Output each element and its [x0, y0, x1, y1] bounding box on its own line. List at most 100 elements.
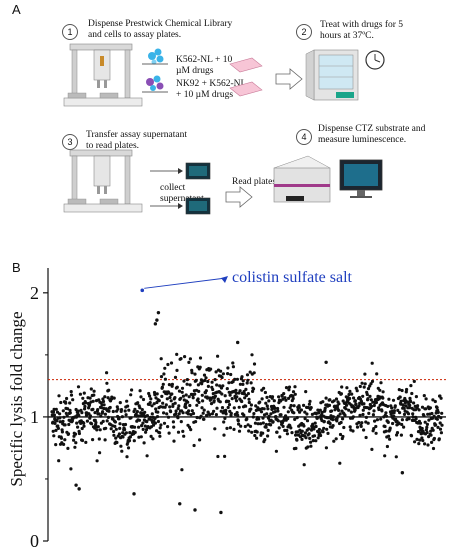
data-point [193, 392, 197, 396]
data-point [366, 421, 370, 425]
data-point [305, 412, 309, 416]
data-point [76, 409, 80, 413]
data-point [231, 365, 235, 369]
data-point [254, 404, 258, 408]
data-point [78, 392, 82, 396]
data-point [431, 446, 436, 451]
data-point [312, 434, 317, 438]
data-point [307, 432, 311, 436]
data-point [58, 420, 62, 424]
data-point [54, 407, 58, 411]
data-point [264, 401, 268, 405]
data-point [80, 438, 85, 443]
data-point [291, 396, 295, 401]
data-point [187, 425, 192, 429]
data-point [325, 427, 329, 431]
data-point [306, 445, 310, 449]
data-point [300, 437, 304, 441]
data-point [363, 382, 367, 386]
data-point [170, 392, 174, 396]
data-point [379, 381, 383, 385]
data-point [179, 396, 183, 400]
data-point [124, 413, 128, 417]
data-point [153, 416, 157, 420]
data-point [139, 395, 143, 399]
data-point [214, 370, 218, 374]
data-point [424, 428, 428, 432]
data-point [417, 442, 421, 446]
data-point [113, 424, 117, 428]
data-point [80, 411, 84, 415]
data-point [368, 394, 372, 398]
data-point [145, 454, 149, 458]
data-point [370, 361, 374, 365]
data-point [392, 409, 396, 413]
data-point [161, 401, 165, 405]
data-point [139, 435, 143, 439]
data-point [422, 414, 426, 418]
data-point [148, 401, 152, 405]
data-point [241, 382, 245, 386]
data-point [77, 413, 81, 418]
data-point [177, 412, 181, 416]
data-point [197, 400, 201, 404]
y-tick-label: 1 [30, 407, 39, 427]
data-point [61, 419, 65, 423]
data-point [60, 430, 64, 434]
data-point [187, 409, 191, 413]
data-point [362, 385, 366, 389]
data-point [102, 403, 106, 407]
data-point [271, 420, 275, 424]
data-point [397, 388, 401, 392]
data-point [220, 375, 224, 380]
data-point [64, 411, 68, 415]
data-point [198, 438, 202, 442]
data-point [123, 422, 128, 427]
data-point [149, 434, 153, 438]
data-point [156, 410, 160, 414]
data-point [173, 396, 177, 400]
panel-b-label: B [12, 260, 21, 275]
data-point [395, 433, 399, 437]
data-point [109, 427, 113, 431]
data-point [239, 424, 243, 428]
data-point [175, 385, 179, 389]
data-point [265, 395, 269, 399]
data-point [53, 421, 57, 425]
data-point [264, 422, 268, 427]
data-point [255, 436, 259, 440]
data-point [311, 439, 315, 443]
data-point [108, 405, 112, 410]
condition-nk92: NK92 + K562-NL + 10 µM drugs [176, 79, 246, 100]
data-point [183, 355, 187, 359]
data-point [234, 399, 239, 403]
data-point [430, 411, 434, 416]
data-point [200, 393, 204, 397]
data-point [435, 406, 439, 410]
data-point [363, 372, 367, 376]
data-point-outlier [178, 502, 182, 506]
data-point [414, 395, 418, 399]
data-point [133, 430, 137, 434]
data-point [213, 378, 217, 382]
data-point [366, 387, 371, 391]
data-point [358, 413, 362, 417]
data-point [238, 382, 242, 386]
data-point [367, 411, 371, 415]
data-point [201, 411, 205, 415]
data-point [372, 427, 376, 431]
data-point [252, 412, 256, 416]
data-point [137, 435, 141, 439]
data-point [129, 393, 133, 397]
data-point [328, 398, 332, 402]
data-point [328, 421, 332, 426]
data-point [92, 393, 96, 397]
data-point [229, 411, 233, 415]
data-point [116, 407, 120, 411]
data-point [266, 434, 270, 438]
data-point [113, 420, 117, 424]
data-point [233, 377, 237, 381]
data-point [320, 410, 324, 414]
step-3-text: Transfer assay supernatant to read plate… [86, 130, 187, 151]
data-point [414, 417, 418, 421]
